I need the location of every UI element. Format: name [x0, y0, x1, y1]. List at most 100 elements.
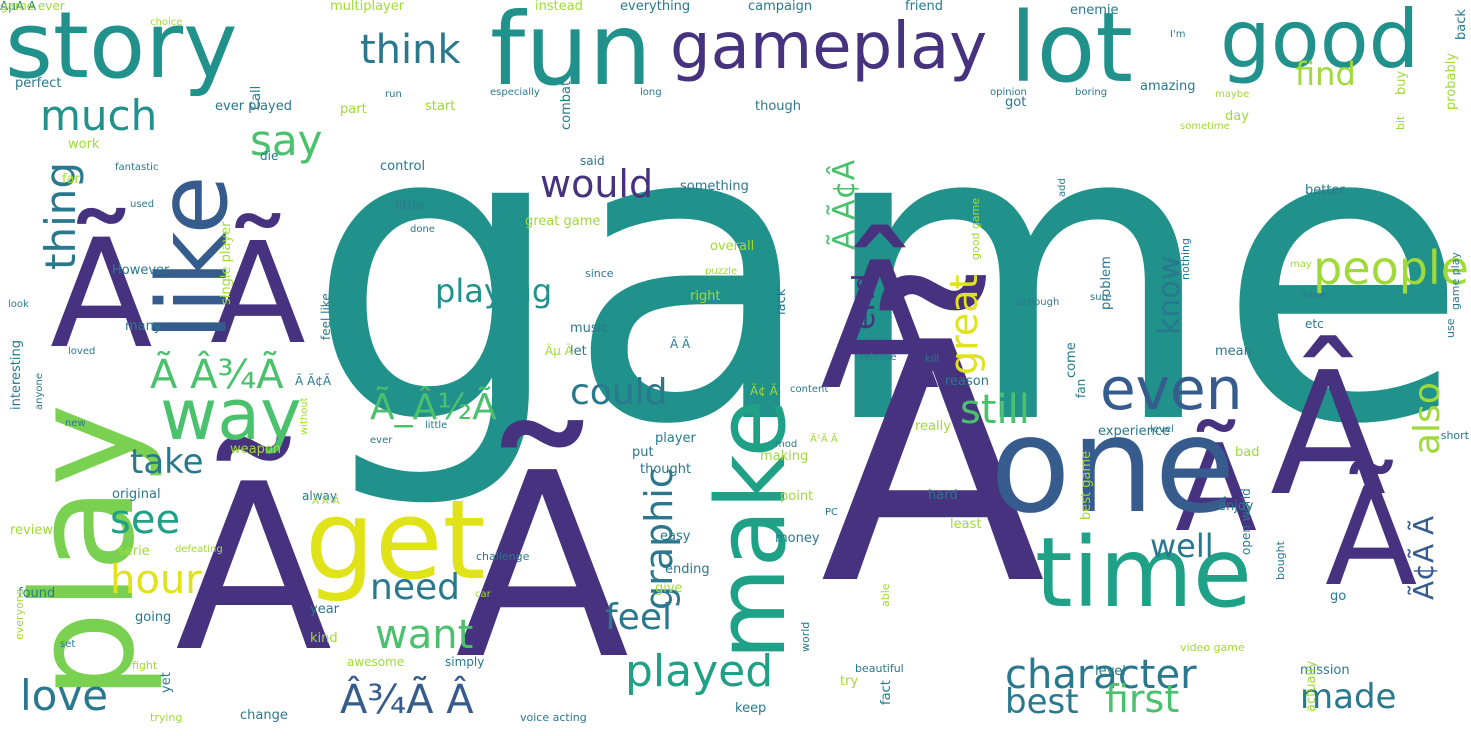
word-glyph: Âµ Ã	[545, 344, 573, 358]
word-control: control	[380, 159, 426, 174]
word-long: long	[640, 87, 662, 98]
word-glyph: Ã	[1325, 459, 1418, 616]
word-add: add	[1057, 178, 1068, 197]
word-ending: ending	[665, 562, 710, 577]
word-single-player: single player	[219, 221, 234, 305]
word-part: part	[340, 102, 367, 117]
word-however: However	[112, 263, 170, 278]
word-best-game: best game	[1079, 450, 1094, 520]
word-voice-acting: voice acting	[520, 711, 587, 724]
word-issue: issue	[1300, 290, 1326, 301]
word-one: one	[990, 389, 1236, 543]
word-good-game: good game	[969, 197, 982, 260]
word-may: may	[1290, 259, 1312, 270]
word-video-game: video game	[1180, 641, 1245, 654]
word-glyph: Ã¢ Ã	[750, 384, 778, 398]
word-thought: thought	[640, 462, 692, 477]
word-buy: buy	[1394, 70, 1409, 95]
word-car: car	[475, 589, 491, 600]
word-etc: etc	[1305, 317, 1324, 331]
word-overall: overall	[710, 239, 755, 254]
word-glyph: Ã	[175, 436, 333, 703]
word-friend: friend	[905, 0, 944, 14]
word-take: take	[130, 442, 204, 482]
word-amazing: amazing	[1140, 79, 1196, 94]
word-great-game: great game	[525, 214, 601, 229]
word-give: give	[655, 581, 683, 596]
word-character: character	[1005, 652, 1197, 698]
word-let: let	[570, 344, 587, 359]
word-player: player	[655, 431, 696, 446]
word-level: level	[1150, 424, 1174, 435]
word-probably: probably	[1444, 52, 1459, 110]
word-trying: trying	[150, 711, 183, 724]
word-think: think	[360, 27, 461, 73]
word-defeating: defeating	[175, 544, 223, 555]
word-great: great	[942, 274, 986, 375]
word-game: game	[305, 36, 1469, 514]
word-glyph: ÂµÃ Ã	[0, 0, 37, 13]
word-short: short	[1440, 429, 1469, 442]
word-choice: choice	[150, 17, 183, 28]
word-alway: alway	[302, 489, 337, 503]
word-hour: hour	[110, 557, 202, 603]
word-new: new	[65, 418, 86, 429]
word-fact: fact	[879, 680, 894, 705]
word-story: story	[5, 0, 238, 99]
word-many: many	[125, 319, 162, 334]
word-reason: reason	[945, 374, 989, 389]
word-glyph: Ã Ã	[670, 337, 691, 351]
word-serie: serie	[118, 544, 150, 559]
word-music: music	[570, 321, 609, 336]
word-little: little	[395, 199, 425, 214]
word-everyone: everyone	[13, 588, 26, 640]
word-say: say	[250, 116, 323, 165]
word-game-ever: game ever	[0, 0, 65, 13]
word-game-play: game play	[1449, 252, 1462, 310]
word-i-m: I'm	[1170, 29, 1186, 40]
word-bit: bit	[1394, 115, 1407, 130]
word-lack: lack	[774, 288, 789, 315]
word-bought: bought	[1274, 541, 1287, 580]
word-playing: playing	[435, 272, 553, 310]
word-work: work	[68, 137, 100, 152]
word-release: release	[860, 352, 897, 363]
word-little: little	[425, 420, 448, 431]
word-back: back	[1454, 9, 1469, 40]
word-love: love	[20, 671, 109, 720]
word-try: try	[840, 674, 859, 689]
word-also: also	[1407, 382, 1448, 455]
word-kill: kill	[925, 354, 940, 365]
word-nothing: nothing	[1179, 238, 1192, 280]
word-glyph: Â	[1270, 336, 1387, 534]
word-everything: everything	[620, 0, 691, 14]
word-come: come	[1064, 342, 1079, 378]
word-sure: sure	[1090, 292, 1112, 303]
word-glyph: Â¾Ã Â	[340, 677, 474, 723]
word-pc: PC	[825, 507, 839, 518]
word-fun: fun	[490, 0, 652, 108]
word-feel: feel	[605, 597, 672, 638]
word-used: used	[130, 199, 155, 210]
word-die: die	[260, 149, 279, 163]
word-money: money	[775, 531, 820, 546]
word-maybe: maybe	[1215, 89, 1250, 100]
word-see: see	[110, 497, 181, 543]
word-content: content	[790, 384, 829, 395]
word-glyph: Ã	[50, 208, 153, 382]
word-good: good	[1220, 0, 1420, 86]
word-although: although	[1015, 297, 1060, 308]
word-hard: hard	[928, 488, 958, 503]
word-sometime: sometime	[1180, 121, 1230, 132]
word-challenge: challenge	[476, 550, 530, 563]
word-least: least	[950, 517, 982, 532]
word-go: go	[1330, 589, 1347, 604]
word-ever: ever	[370, 435, 393, 446]
word-something: something	[680, 179, 749, 194]
word-mission: mission	[1300, 663, 1350, 678]
word-even: even	[1100, 355, 1243, 423]
word-glyph: Ã Â¾Ã	[150, 352, 284, 398]
word-start: start	[425, 99, 456, 114]
word-done: done	[410, 224, 435, 235]
word-still: still	[960, 387, 1030, 433]
